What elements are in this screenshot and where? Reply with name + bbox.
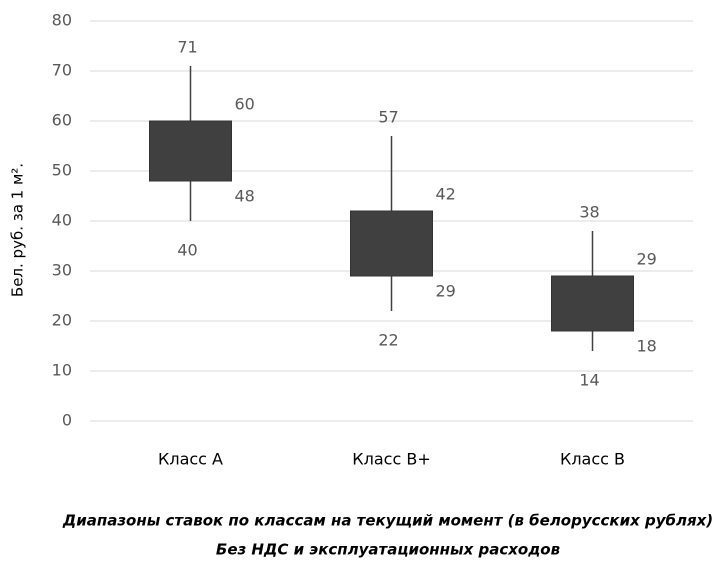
data-label: 60 [235,95,255,114]
y-tick-label: 70 [52,61,72,80]
y-tick-label: 20 [52,311,72,330]
y-tick-label: 10 [52,361,72,380]
box [350,210,433,277]
y-tick-label: 50 [52,161,72,180]
x-tick-label: Класс В [560,450,625,469]
box [149,120,232,182]
caption: Диапазоны ставок по классам на текущий м… [62,512,713,530]
data-label: 29 [637,250,657,269]
x-tick-label: Класс В+ [352,450,430,469]
y-axis-label: Бел. руб. за 1 м². [9,163,27,297]
y-tick-label: 80 [52,11,72,30]
data-label: 14 [579,371,599,390]
data-label: 38 [579,203,599,222]
data-label: 18 [637,337,657,356]
y-tick-label: 0 [62,411,72,430]
caption: Без НДС и эксплуатационных расходов [216,541,560,559]
y-tick-label: 60 [52,111,72,130]
box [551,275,634,332]
data-label: 40 [177,241,197,260]
y-tick-label: 30 [52,261,72,280]
data-label: 71 [177,38,197,57]
data-label: 48 [235,187,255,206]
data-label: 42 [436,185,456,204]
data-label: 57 [378,108,398,127]
data-label: 22 [378,331,398,350]
y-tick-label: 40 [52,211,72,230]
x-tick-label: Класс А [158,450,223,469]
data-label: 29 [436,282,456,301]
